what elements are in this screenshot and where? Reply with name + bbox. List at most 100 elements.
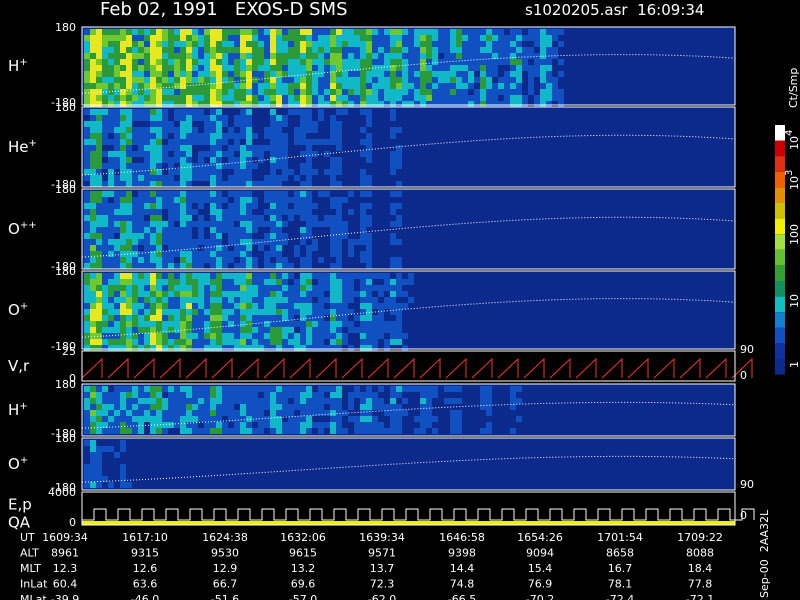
spectrogram-cell (492, 47, 498, 53)
colorbar-cell (775, 343, 785, 359)
spectrogram-cell (270, 169, 276, 175)
spectrogram-cell (144, 339, 150, 345)
spectrogram-cell (150, 77, 156, 83)
spectrogram-cell (252, 133, 258, 139)
spectrogram-cell (126, 279, 132, 285)
spectrogram-cell (270, 115, 276, 121)
spectrogram-cell (162, 41, 168, 47)
spectrogram-cell (354, 89, 360, 95)
spectrogram-cell (198, 309, 204, 315)
spectrogram-cell (294, 175, 300, 181)
cell: -72.1 (686, 593, 714, 600)
spectrogram-cell (330, 321, 336, 327)
spectrogram-cell (540, 83, 546, 89)
spectrogram-cell (246, 53, 252, 59)
spectrogram-cell (354, 386, 360, 392)
spectrogram-cell (234, 285, 240, 291)
spectrogram-cell (138, 233, 144, 239)
spectrogram-cell (480, 89, 486, 95)
spectrogram-cell (240, 215, 246, 221)
spectrogram-cell (558, 29, 564, 35)
spectrogram-cell (84, 303, 90, 309)
spectrogram-cell (306, 245, 312, 251)
spectrogram-cell (144, 151, 150, 157)
spectrogram-cell (342, 83, 348, 89)
spectrogram-cell (168, 139, 174, 145)
spectrogram-cell (384, 77, 390, 83)
spectrogram-cell (192, 297, 198, 303)
spectrogram-cell (210, 203, 216, 209)
spectrogram-cell (396, 77, 402, 83)
spectrogram-cell (486, 428, 492, 434)
spectrogram-cell (288, 285, 294, 291)
spectrogram-cell (120, 121, 126, 127)
spectrogram-cell (132, 303, 138, 309)
spectrogram-cell (192, 41, 198, 47)
spectrogram-cell (96, 115, 102, 121)
spectrogram-cell (132, 251, 138, 257)
spectrogram-cell (144, 309, 150, 315)
spectrogram-cell (168, 169, 174, 175)
spectrogram-cell (408, 41, 414, 47)
spectrogram-cell (150, 115, 156, 121)
spectrogram-cell (234, 239, 240, 245)
spectrogram-cell (246, 416, 252, 422)
spectrogram-cell (294, 59, 300, 65)
spectrogram-cell (174, 29, 180, 35)
spectrogram-cell (174, 197, 180, 203)
spectrogram-cell (90, 83, 96, 89)
spectrogram-cell (222, 197, 228, 203)
spectrogram-cell (414, 386, 420, 392)
spectrogram-cell (234, 309, 240, 315)
spectrogram-cell (306, 127, 312, 133)
spectrogram-cell (144, 416, 150, 422)
spectrogram-cell (402, 95, 408, 101)
spectrogram-cell (120, 482, 126, 488)
spectrogram-cell (114, 71, 120, 77)
spectrogram-cell (468, 35, 474, 41)
spectrogram-cell (378, 59, 384, 65)
spectrogram-cell (258, 422, 264, 428)
spectrogram-cell (156, 101, 162, 107)
spectrogram-cell (198, 263, 204, 269)
spectrogram-cell (324, 41, 330, 47)
spectrogram-cell (312, 239, 318, 245)
spectrogram-cell (186, 221, 192, 227)
spectrogram-cell (96, 83, 102, 89)
spectrogram-cell (282, 203, 288, 209)
spectrogram-cell (234, 83, 240, 89)
spectrogram-cell (312, 315, 318, 321)
spectrogram-cell (282, 315, 288, 321)
spectrogram-cell (126, 139, 132, 145)
spectrogram-cell (174, 339, 180, 345)
spectrogram-cell (468, 101, 474, 107)
spectrogram-cell (132, 422, 138, 428)
spectrogram-cell (168, 197, 174, 203)
spectrogram-cell (228, 157, 234, 163)
spectrogram-cell (258, 333, 264, 339)
spectrogram-cell (150, 386, 156, 392)
spectrogram-cell (450, 89, 456, 95)
spectrogram-cell (510, 77, 516, 83)
spectrogram-cell (234, 191, 240, 197)
spectrogram-cell (390, 77, 396, 83)
spectrogram-cell (510, 89, 516, 95)
spectrogram-cell (198, 197, 204, 203)
spectrogram-cell (132, 29, 138, 35)
spectrogram-cell (456, 398, 462, 404)
spectrogram-cell (132, 109, 138, 115)
spectrogram-cell (270, 145, 276, 151)
spectrogram-cell (186, 263, 192, 269)
spectrogram-cell (84, 263, 90, 269)
spectrogram-cell (300, 163, 306, 169)
spectrogram-cell (276, 297, 282, 303)
spectrogram-cell (258, 404, 264, 410)
spectrogram-cell (276, 121, 282, 127)
spectrogram-cell (90, 203, 96, 209)
spectrogram-cell (192, 95, 198, 101)
spectrogram-cell (396, 221, 402, 227)
spectrogram-cell (138, 133, 144, 139)
spectrogram-cell (156, 203, 162, 209)
spectrogram-cell (138, 345, 144, 351)
spectrogram-cell (396, 285, 402, 291)
